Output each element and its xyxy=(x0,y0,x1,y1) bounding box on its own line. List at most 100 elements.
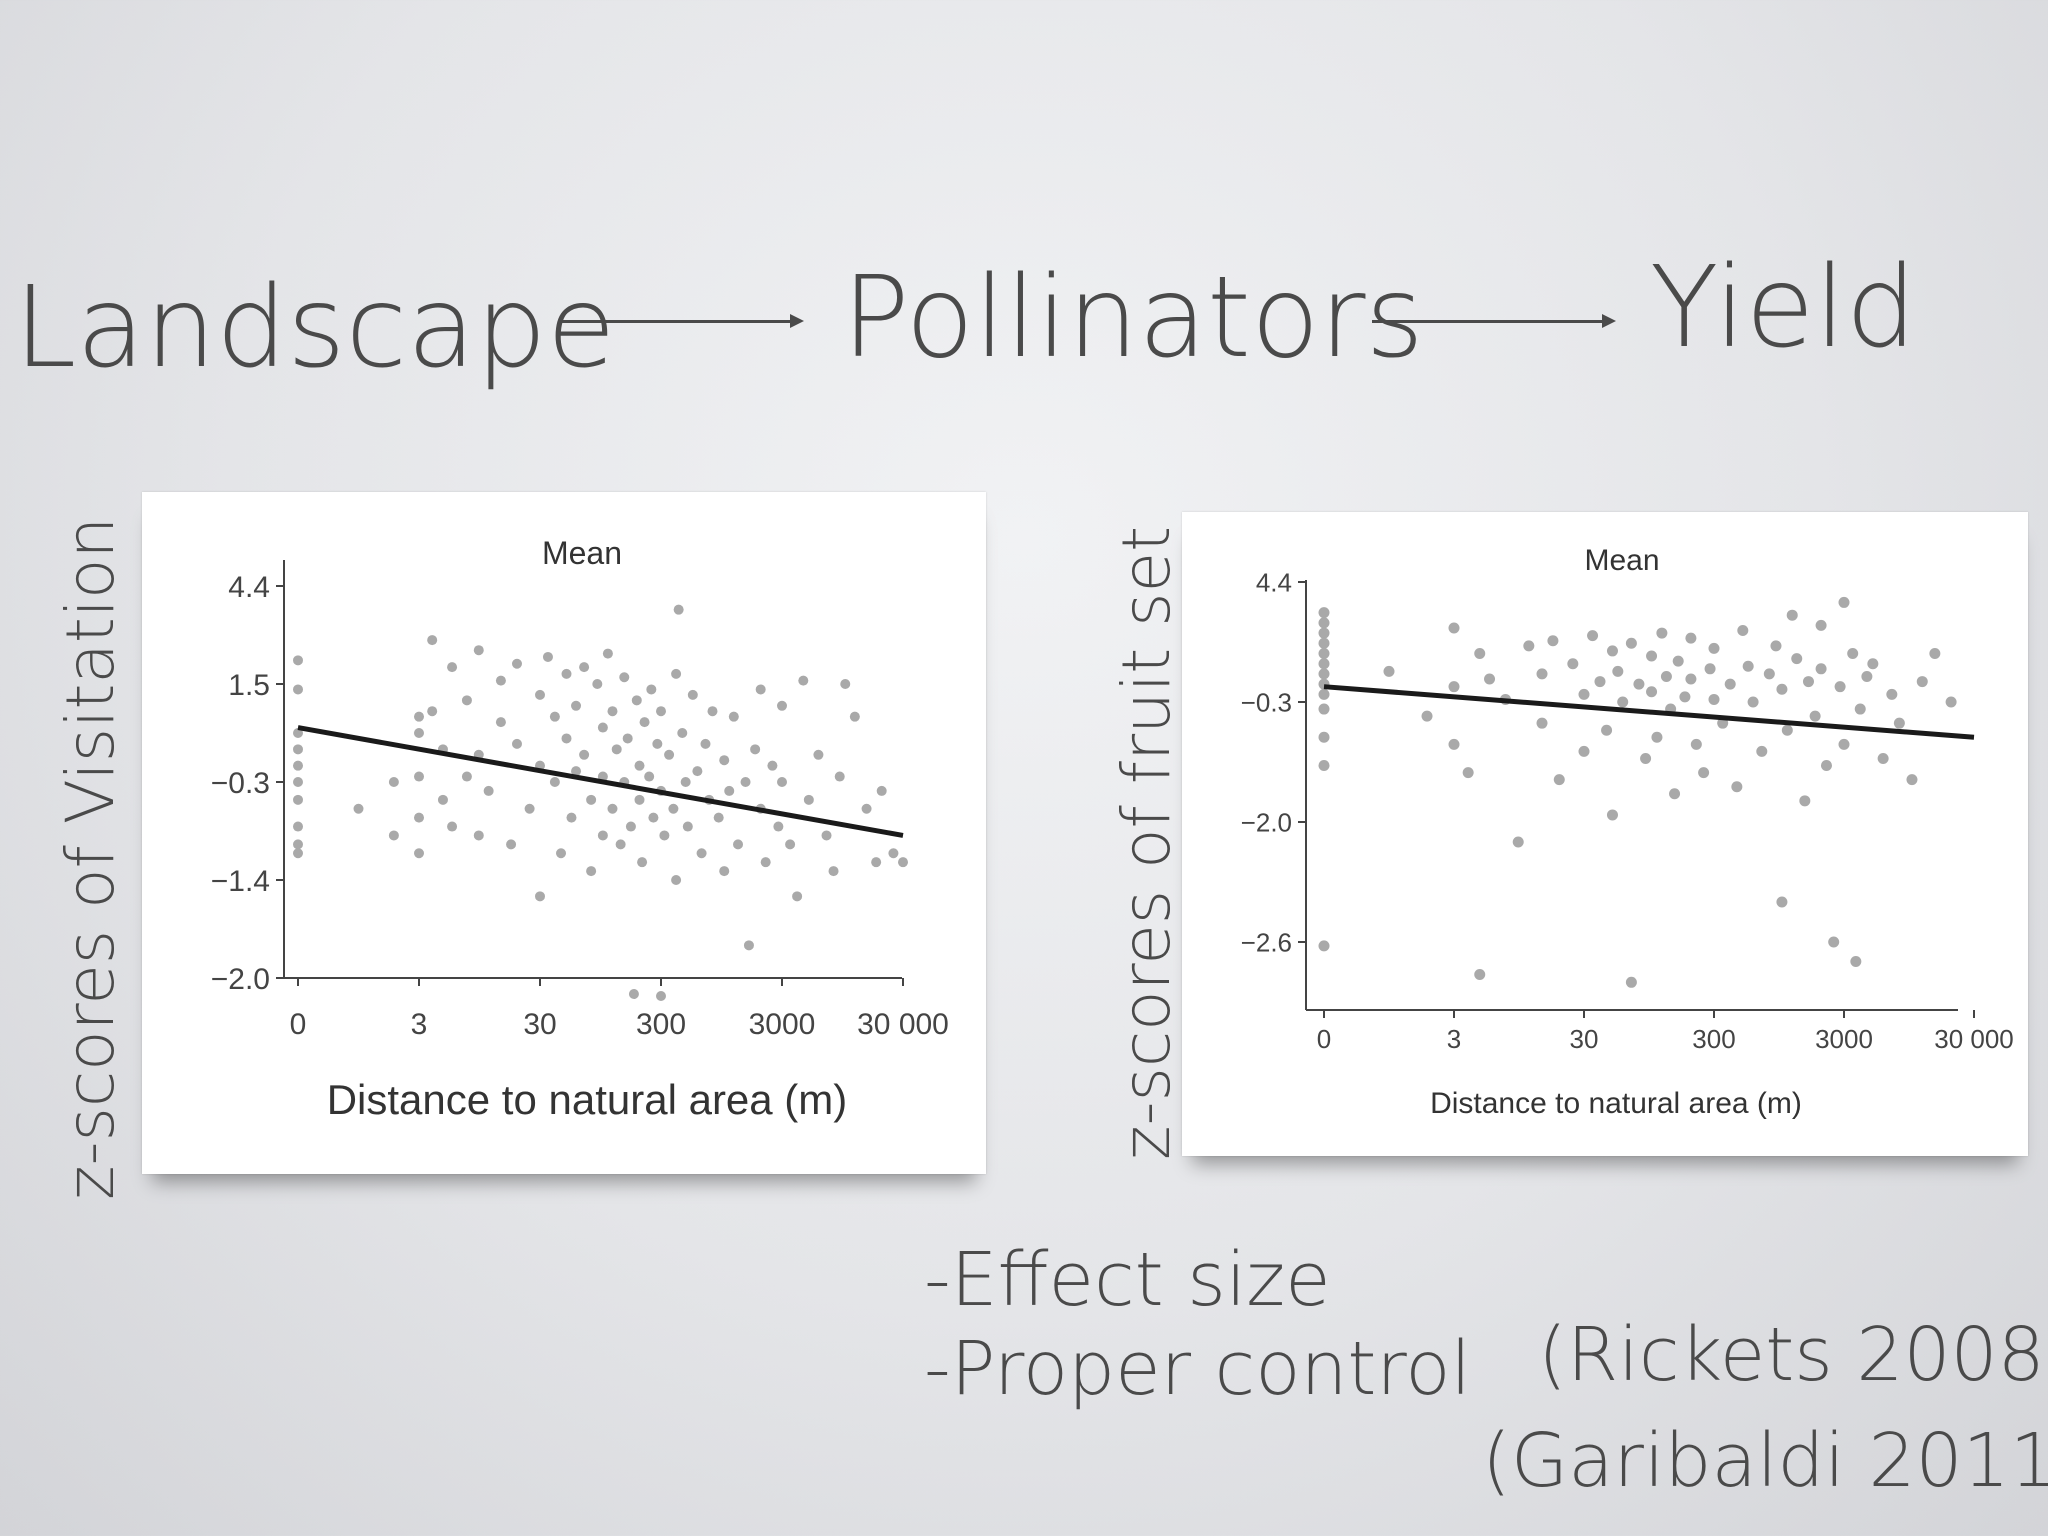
chart1-point xyxy=(664,749,675,760)
chart1-point xyxy=(495,717,506,728)
chart2-point xyxy=(1523,640,1535,652)
chart2-point xyxy=(1318,668,1330,680)
chart2-point xyxy=(1594,676,1606,688)
chart1-y-tick-label: −1.4 xyxy=(211,865,270,898)
chart2-point xyxy=(1861,670,1873,682)
chart2-x-tick-label: 30 000 xyxy=(1934,1024,2014,1054)
chart1-point xyxy=(607,706,618,717)
chart1-point xyxy=(293,794,303,805)
chart1-point xyxy=(696,848,707,859)
chart1-point xyxy=(713,812,724,823)
chart2-point xyxy=(1747,696,1759,708)
chart1-point xyxy=(719,755,730,766)
chart2-point xyxy=(1318,617,1330,629)
chart1-point xyxy=(506,839,517,850)
chart2-point xyxy=(1651,731,1663,743)
chart2-point xyxy=(1587,630,1599,642)
chart1-point xyxy=(511,658,522,669)
chart1-x-tick-label: 3 xyxy=(411,1008,428,1041)
chart2-point xyxy=(1781,724,1793,736)
chart1-point xyxy=(898,857,908,868)
chart2-point xyxy=(1633,678,1645,690)
chart2-point xyxy=(1799,795,1811,807)
chart2-point xyxy=(1462,767,1474,779)
chart1-point xyxy=(414,728,424,738)
chart1-point xyxy=(785,839,796,850)
arrow-pollinators-yield xyxy=(1372,314,1616,328)
chart2-point xyxy=(1791,653,1803,665)
chart1-point xyxy=(353,803,364,814)
chart2-point xyxy=(1838,596,1850,608)
chart2-point xyxy=(1815,619,1827,631)
chart1-point xyxy=(648,812,659,823)
chart1-point xyxy=(495,675,506,686)
chart2-point xyxy=(1646,650,1658,662)
chart2-y-tick-label: 4.4 xyxy=(1256,567,1292,597)
chart1-title: Mean xyxy=(542,535,622,571)
chart1-point xyxy=(293,848,303,859)
chart2-point xyxy=(1685,632,1697,644)
chart1-point xyxy=(671,668,682,679)
chart1-point xyxy=(728,711,739,722)
chart2-point xyxy=(1704,663,1716,675)
chart2-point xyxy=(1685,673,1697,685)
chart1-point xyxy=(834,771,845,782)
chart2-point xyxy=(1318,647,1330,659)
chart1-point xyxy=(414,711,424,722)
chart1-y-tick-label: −0.3 xyxy=(211,767,270,800)
chart1-point xyxy=(634,794,645,805)
chart1-point xyxy=(579,662,590,673)
chart1-point xyxy=(293,744,303,755)
chart2-point xyxy=(1893,717,1905,729)
chart1-point xyxy=(579,749,590,760)
chart2-point xyxy=(1916,676,1928,688)
chart2-point xyxy=(1318,627,1330,639)
chart1-point xyxy=(644,771,655,782)
chart2-point xyxy=(1567,658,1579,670)
chart2-point xyxy=(1625,637,1637,649)
chart1-trend-line xyxy=(297,725,904,838)
chart1-point xyxy=(646,684,657,695)
chart2-point xyxy=(1617,696,1629,708)
chart1-point xyxy=(813,749,824,760)
chart2-x-tick-label: 30 xyxy=(1570,1024,1599,1054)
chart2-point xyxy=(1708,693,1720,705)
chart2-x-tick-label: 0 xyxy=(1317,1024,1331,1054)
chart1-point xyxy=(628,989,639,999)
chart1-x-tick-label: 0 xyxy=(290,1008,307,1041)
chart2-point xyxy=(1698,767,1710,779)
chart1-point xyxy=(611,744,622,755)
chart2-point xyxy=(1724,678,1736,690)
chart1-point xyxy=(750,744,761,755)
chart2-ylabel: z-scores of fruit set xyxy=(1108,525,1185,1160)
chart1-point xyxy=(461,695,472,706)
chart1-point xyxy=(388,777,399,787)
chart1-y-tick-label: 4.4 xyxy=(228,571,270,604)
chart1-point xyxy=(566,812,577,823)
chart2-point xyxy=(1553,774,1565,786)
chart2-y-tick-label: −0.3 xyxy=(1241,687,1292,717)
chart2-point xyxy=(1776,896,1788,908)
chart2-point xyxy=(1318,760,1330,772)
chart1-point xyxy=(668,803,679,814)
chart2-point xyxy=(1763,668,1775,680)
chart1-point xyxy=(447,821,458,832)
notes: -Effect size -Proper control xyxy=(924,1236,1471,1414)
chart1-point xyxy=(625,821,636,832)
chart2-point xyxy=(1815,663,1827,675)
chart1-point xyxy=(803,794,814,805)
chart1-point xyxy=(707,706,718,717)
chart1-point xyxy=(293,839,303,850)
chart1-point xyxy=(571,700,582,711)
chart1-point xyxy=(571,766,582,777)
citation-garibaldi: (Garibaldi 2011) xyxy=(1482,1418,2048,1504)
chart2-point xyxy=(1318,658,1330,670)
flow-landscape: Landscape xyxy=(14,263,616,393)
chart1-point xyxy=(677,728,688,738)
chart1-point xyxy=(414,848,424,859)
chart1-point xyxy=(607,803,618,814)
chart2-point xyxy=(1820,760,1832,772)
chart2-point xyxy=(1770,640,1782,652)
chart1-point xyxy=(592,679,603,689)
chart1-point xyxy=(792,891,803,902)
